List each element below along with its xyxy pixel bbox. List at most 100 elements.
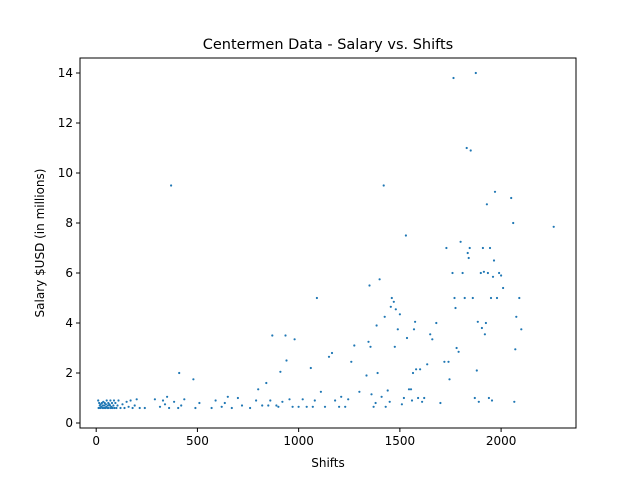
data-point-70: [249, 406, 252, 410]
data-point-147: [435, 321, 438, 325]
data-point-171: [476, 320, 479, 323]
data-point-84: [288, 398, 291, 401]
data-point-106: [365, 374, 368, 377]
data-point-122: [389, 305, 392, 308]
data-point-72: [257, 388, 260, 391]
data-point-173: [479, 271, 482, 275]
data-point-38: [123, 406, 126, 410]
data-point-134: [409, 388, 413, 391]
data-point-152: [448, 378, 451, 381]
data-point-24: [109, 399, 112, 402]
data-point-85: [291, 405, 294, 408]
data-point-154: [452, 76, 455, 80]
data-point-113: [375, 324, 378, 327]
data-point-163: [466, 251, 469, 255]
data-point-130: [402, 396, 405, 400]
data-point-162: [465, 146, 468, 150]
data-point-42: [131, 406, 134, 410]
data-point-191: [502, 286, 505, 290]
data-point-52: [168, 406, 171, 410]
data-point-54: [173, 400, 176, 403]
data-point-108: [368, 284, 371, 287]
data-point-46: [143, 406, 146, 410]
data-point-9: [101, 404, 104, 407]
data-point-27: [110, 401, 114, 405]
x-tick-label-4: 2000: [486, 434, 517, 448]
data-point-176: [482, 270, 485, 273]
data-point-63: [214, 399, 217, 402]
data-point-91: [311, 405, 314, 408]
data-point-23: [108, 404, 112, 407]
data-point-193: [512, 221, 515, 225]
data-point-199: [552, 225, 555, 228]
data-point-112: [374, 401, 377, 405]
data-point-115: [378, 278, 381, 281]
data-point-41: [129, 399, 132, 402]
data-point-119: [384, 405, 387, 408]
data-point-48: [158, 405, 162, 408]
data-point-121: [388, 400, 391, 403]
data-point-148: [439, 401, 442, 405]
data-point-94: [319, 390, 322, 393]
data-point-195: [514, 348, 517, 351]
data-point-98: [334, 399, 337, 402]
data-point-39: [125, 400, 128, 403]
data-point-151: [447, 360, 450, 363]
data-point-180: [486, 271, 489, 275]
data-point-160: [461, 271, 464, 275]
data-point-12: [103, 404, 106, 407]
data-point-159: [459, 240, 462, 243]
data-point-33: [115, 406, 118, 410]
data-point-137: [412, 328, 416, 331]
data-point-187: [493, 190, 497, 193]
data-point-139: [415, 368, 418, 371]
data-point-29: [112, 404, 115, 407]
data-point-165: [468, 246, 471, 250]
data-point-141: [419, 368, 422, 371]
data-point-55: [177, 406, 180, 410]
data-point-186: [492, 259, 496, 262]
data-point-86: [293, 338, 296, 341]
y-tick-label-7: 14: [58, 66, 73, 80]
data-point-88: [301, 398, 304, 401]
data-point-127: [396, 328, 399, 331]
y-tick-label-3: 6: [65, 266, 73, 280]
data-point-198: [520, 328, 523, 331]
data-point-69: [240, 404, 244, 407]
data-point-56: [178, 371, 181, 375]
data-point-138: [414, 320, 417, 323]
data-point-66: [226, 395, 229, 398]
data-point-140: [417, 396, 420, 400]
data-point-2: [98, 401, 101, 405]
data-point-82: [284, 334, 287, 337]
data-point-64: [220, 405, 223, 408]
y-tick-label-6: 12: [58, 116, 73, 130]
y-tick-label-1: 2: [65, 366, 73, 380]
data-point-30: [112, 399, 116, 402]
data-point-132: [405, 336, 409, 340]
data-point-44: [135, 398, 138, 401]
data-point-62: [210, 406, 213, 410]
data-point-184: [490, 399, 494, 402]
data-point-133: [407, 388, 411, 391]
data-point-183: [489, 296, 493, 300]
data-point-50: [163, 403, 167, 406]
data-point-53: [170, 184, 173, 187]
data-point-170: [475, 369, 478, 372]
data-point-8: [101, 406, 104, 410]
plot-area: [97, 71, 555, 410]
data-point-174: [480, 326, 483, 330]
data-point-104: [353, 344, 356, 347]
data-point-105: [358, 390, 361, 393]
data-point-0: [97, 399, 100, 402]
data-point-114: [376, 371, 379, 375]
data-point-135: [410, 399, 414, 402]
data-point-177: [483, 333, 486, 336]
data-point-96: [327, 355, 331, 358]
data-point-123: [390, 296, 393, 300]
data-point-164: [467, 256, 470, 260]
chart-title: Centermen Data - Salary vs. Shifts: [203, 37, 454, 53]
data-point-143: [423, 396, 426, 400]
data-point-34: [116, 404, 119, 407]
